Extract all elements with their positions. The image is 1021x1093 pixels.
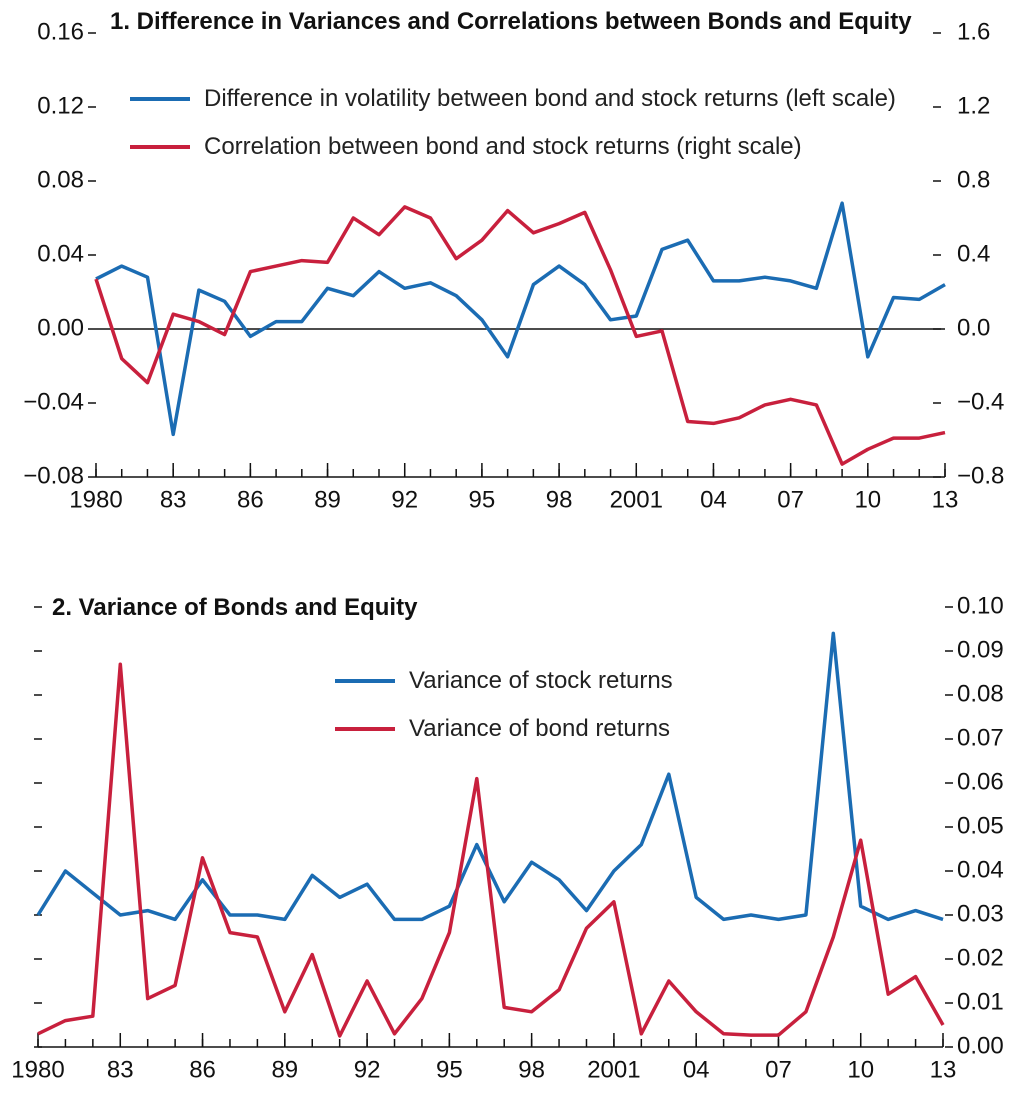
x-tick-label: 89 [271,1056,298,1083]
x-tick-label: 10 [854,486,881,513]
y-tick-label: 0.10 [957,592,1004,619]
legend-swatch [130,97,190,101]
x-tick-label: 92 [354,1056,381,1083]
x-tick-label: 98 [518,1056,545,1083]
x-tick-label: 13 [932,486,959,513]
legend-entry: Correlation between bond and stock retur… [130,130,910,164]
x-tick-label: 95 [469,486,496,513]
y2-tick-label: −0.8 [957,462,1004,489]
x-tick-label: 13 [930,1056,957,1083]
y-tick-label: 0.06 [957,768,1004,795]
legend-swatch [335,727,395,731]
x-tick-label: 86 [189,1056,216,1083]
y2-tick-label: 0.4 [957,240,990,267]
y-tick-label: 0.04 [957,856,1004,883]
x-tick-label: 1980 [69,486,122,513]
x-tick-label: 83 [107,1056,134,1083]
y-tick-label: 0.02 [957,944,1004,971]
y-tick-label: 0.08 [957,680,1004,707]
y-tick-label: 0.12 [37,92,84,119]
series-line [37,662,945,1038]
x-tick-label: 98 [546,486,573,513]
panel-title: 1. Difference in Variances and Correlati… [110,8,912,35]
legend-entry: Difference in volatility between bond an… [130,82,910,116]
x-tick-label: 83 [160,486,187,513]
x-tick-label: 86 [237,486,264,513]
y-tick-label: 0.00 [37,314,84,341]
series-line [94,205,946,466]
x-tick-label: 89 [314,486,341,513]
x-tick-label: 2001 [610,486,663,513]
y-tick-label: 0.08 [37,166,84,193]
legend-swatch [130,145,190,149]
legend-label: Variance of bond returns [409,715,671,742]
y-tick-label: 0.01 [957,988,1004,1015]
y-tick-label: 0.16 [37,18,84,45]
y-tick-label: 0.03 [957,900,1004,927]
series-line [36,631,944,922]
x-tick-label: 2001 [587,1056,640,1083]
legend-entry: Variance of bond returns [335,712,908,746]
legend: Difference in volatility between bond an… [130,82,910,178]
legend-label: Difference in volatility between bond an… [204,85,896,112]
x-tick-label: 10 [847,1056,874,1083]
legend: Variance of stock returns Variance of bon… [335,664,908,760]
y2-tick-label: 0.8 [957,166,990,193]
series-line [95,201,946,437]
panel-title: 2. Variance of Bonds and Equity [52,594,418,621]
x-tick-label: 04 [683,1056,710,1083]
x-tick-label: 95 [436,1056,463,1083]
legend-entry: Variance of stock returns [335,664,908,698]
y2-tick-label: 1.2 [957,92,990,119]
y2-tick-label: 1.6 [957,18,990,45]
x-tick-label: 07 [765,1056,792,1083]
y-tick-label: 0.00 [957,1032,1004,1059]
legend-label: Correlation between bond and stock retur… [204,133,802,160]
y2-tick-label: −0.4 [957,388,1004,415]
y-tick-label: −0.08 [23,462,84,489]
legend-label: Variance of stock returns [409,667,673,694]
x-tick-label: 1980 [11,1056,64,1083]
y-tick-label: 0.05 [957,812,1004,839]
legend-swatch [335,679,395,683]
x-tick-label: 04 [700,486,727,513]
x-tick-label: 07 [777,486,804,513]
y-tick-label: −0.04 [23,388,84,415]
y-tick-label: 0.09 [957,636,1004,663]
y-tick-label: 0.07 [957,724,1004,751]
y2-tick-label: 0.0 [957,314,990,341]
x-tick-label: 92 [391,486,418,513]
y-tick-label: 0.04 [37,240,84,267]
